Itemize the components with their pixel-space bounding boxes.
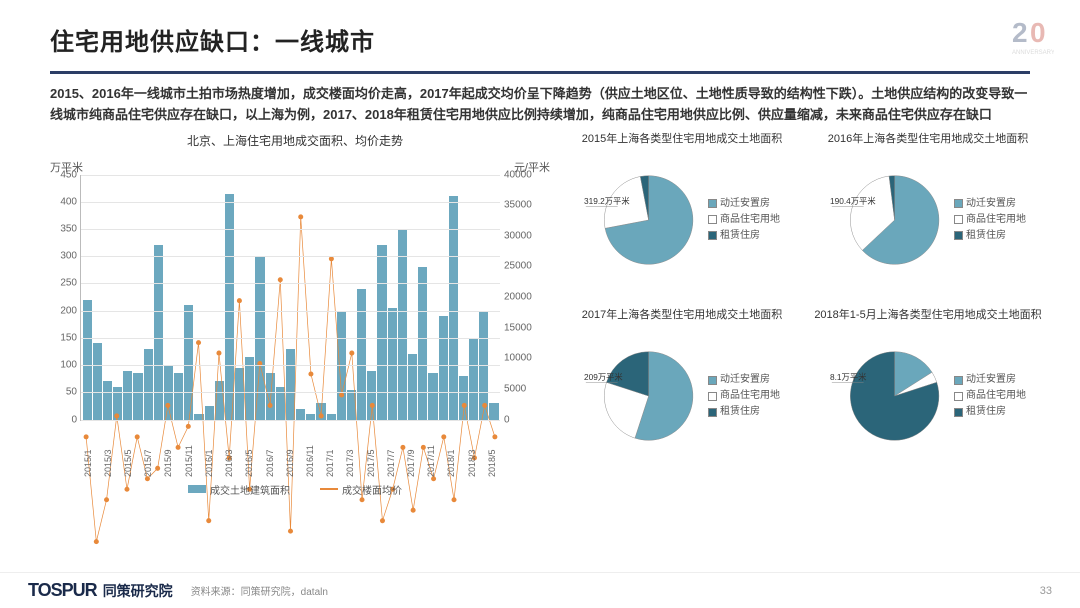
ytick-right: 0 [504,414,540,425]
ytick-right: 40000 [504,169,540,180]
combo-chart: 万平米 元/平米 0501001502002503003504004500500… [40,151,550,481]
xtick: 2016/1 [204,423,214,477]
ytick-left: 200 [49,305,77,316]
ytick-left: 50 [49,387,77,398]
svg-text:0: 0 [1030,17,1046,48]
legend-bar-label: 成交土地建筑面积 [210,482,290,497]
pie-title: 2017年上海各类型住宅用地成交土地面积 [582,308,782,336]
pie-chart: 2017年上海各类型住宅用地成交土地面积 209万平米 动迁安置房商品住宅用地租赁住… [560,308,804,481]
source-citation: 资料来源：同策研究院，dataln [191,583,328,598]
page-number: 33 [1040,585,1052,597]
ytick-left: 250 [49,278,77,289]
ytick-left: 450 [49,169,77,180]
ytick-right: 25000 [504,261,540,272]
pie-chart: 2018年1-5月上海各类型住宅用地成交土地面积 8.1万平米 动迁安置房商品住宅用… [806,308,1050,481]
svg-text:2: 2 [1012,17,1028,48]
ytick-left: 100 [49,360,77,371]
xtick: 2016/5 [244,423,254,477]
ytick-left: 400 [49,196,77,207]
pie-title: 2018年1-5月上海各类型住宅用地成交土地面积 [814,308,1041,336]
xtick: 2017/9 [406,423,416,477]
pie-chart: 2015年上海各类型住宅用地成交土地面积 319.2万平米 动迁安置房商品住宅用地租… [560,132,804,305]
ytick-right: 35000 [504,200,540,211]
xtick: 2015/5 [123,423,133,477]
ytick-right: 30000 [504,230,540,241]
anniversary-badge-icon: 20 ANNIVERSARY [1008,12,1054,58]
xtick: 2018/5 [487,423,497,477]
pie-legend: 动迁安置房商品住宅用地租赁住房 [708,196,780,244]
slide-subtitle: 2015、2016年一线城市土拍市场热度增加，成交楼面均价走高，2017年起成交… [0,74,1080,126]
xtick: 2017/7 [386,423,396,477]
xtick: 2017/11 [426,423,436,477]
xtick: 2016/3 [224,423,234,477]
xtick: 2018/3 [467,423,477,477]
brand-logo: TOSPUR 同策研究院 [28,580,173,601]
svg-text:8.1万平米: 8.1万平米 [830,372,867,382]
ytick-left: 0 [49,414,77,425]
pie-title: 2015年上海各类型住宅用地成交土地面积 [582,132,782,160]
pie-chart: 2016年上海各类型住宅用地成交土地面积 190.4万平米 动迁安置房商品住宅用地租… [806,132,1050,305]
ytick-right: 10000 [504,353,540,364]
xtick: 2017/3 [345,423,355,477]
logo-cn: 同策研究院 [103,581,173,601]
pie-title: 2016年上海各类型住宅用地成交土地面积 [828,132,1028,160]
svg-text:190.4万平米: 190.4万平米 [830,196,876,206]
slide-title: 住宅用地供应缺口：一线城市 [50,22,1030,57]
xtick: 2017/1 [325,423,335,477]
xtick: 2016/9 [285,423,295,477]
pie-legend: 动迁安置房商品住宅用地租赁住房 [954,196,1026,244]
xtick: 2017/5 [366,423,376,477]
xtick: 2015/1 [83,423,93,477]
xtick: 2015/11 [184,423,194,477]
ytick-right: 15000 [504,322,540,333]
legend-line-label: 成交楼面均价 [342,482,402,497]
xtick: 2015/7 [143,423,153,477]
xtick: 2016/11 [305,423,315,477]
combo-chart-title: 北京、上海住宅用地成交面积、均价走势 [40,132,550,149]
ytick-left: 350 [49,224,77,235]
xtick: 2016/7 [265,423,275,477]
ytick-left: 300 [49,251,77,262]
ytick-right: 20000 [504,292,540,303]
pie-legend: 动迁安置房商品住宅用地租赁住房 [708,372,780,420]
ytick-right: 5000 [504,383,540,394]
ytick-left: 150 [49,332,77,343]
slide-footer: TOSPUR 同策研究院 资料来源：同策研究院，dataln 33 [0,572,1080,608]
pie-legend: 动迁安置房商品住宅用地租赁住房 [954,372,1026,420]
combo-chart-legend: 成交土地建筑面积 成交楼面均价 [40,482,550,497]
xtick: 2015/3 [103,423,113,477]
svg-text:ANNIVERSARY: ANNIVERSARY [1012,50,1054,56]
svg-text:319.2万平米: 319.2万平米 [584,196,630,206]
xtick: 2015/9 [163,423,173,477]
logo-en: TOSPUR [28,580,97,601]
svg-text:209万平米: 209万平米 [584,372,623,382]
xtick: 2018/1 [446,423,456,477]
